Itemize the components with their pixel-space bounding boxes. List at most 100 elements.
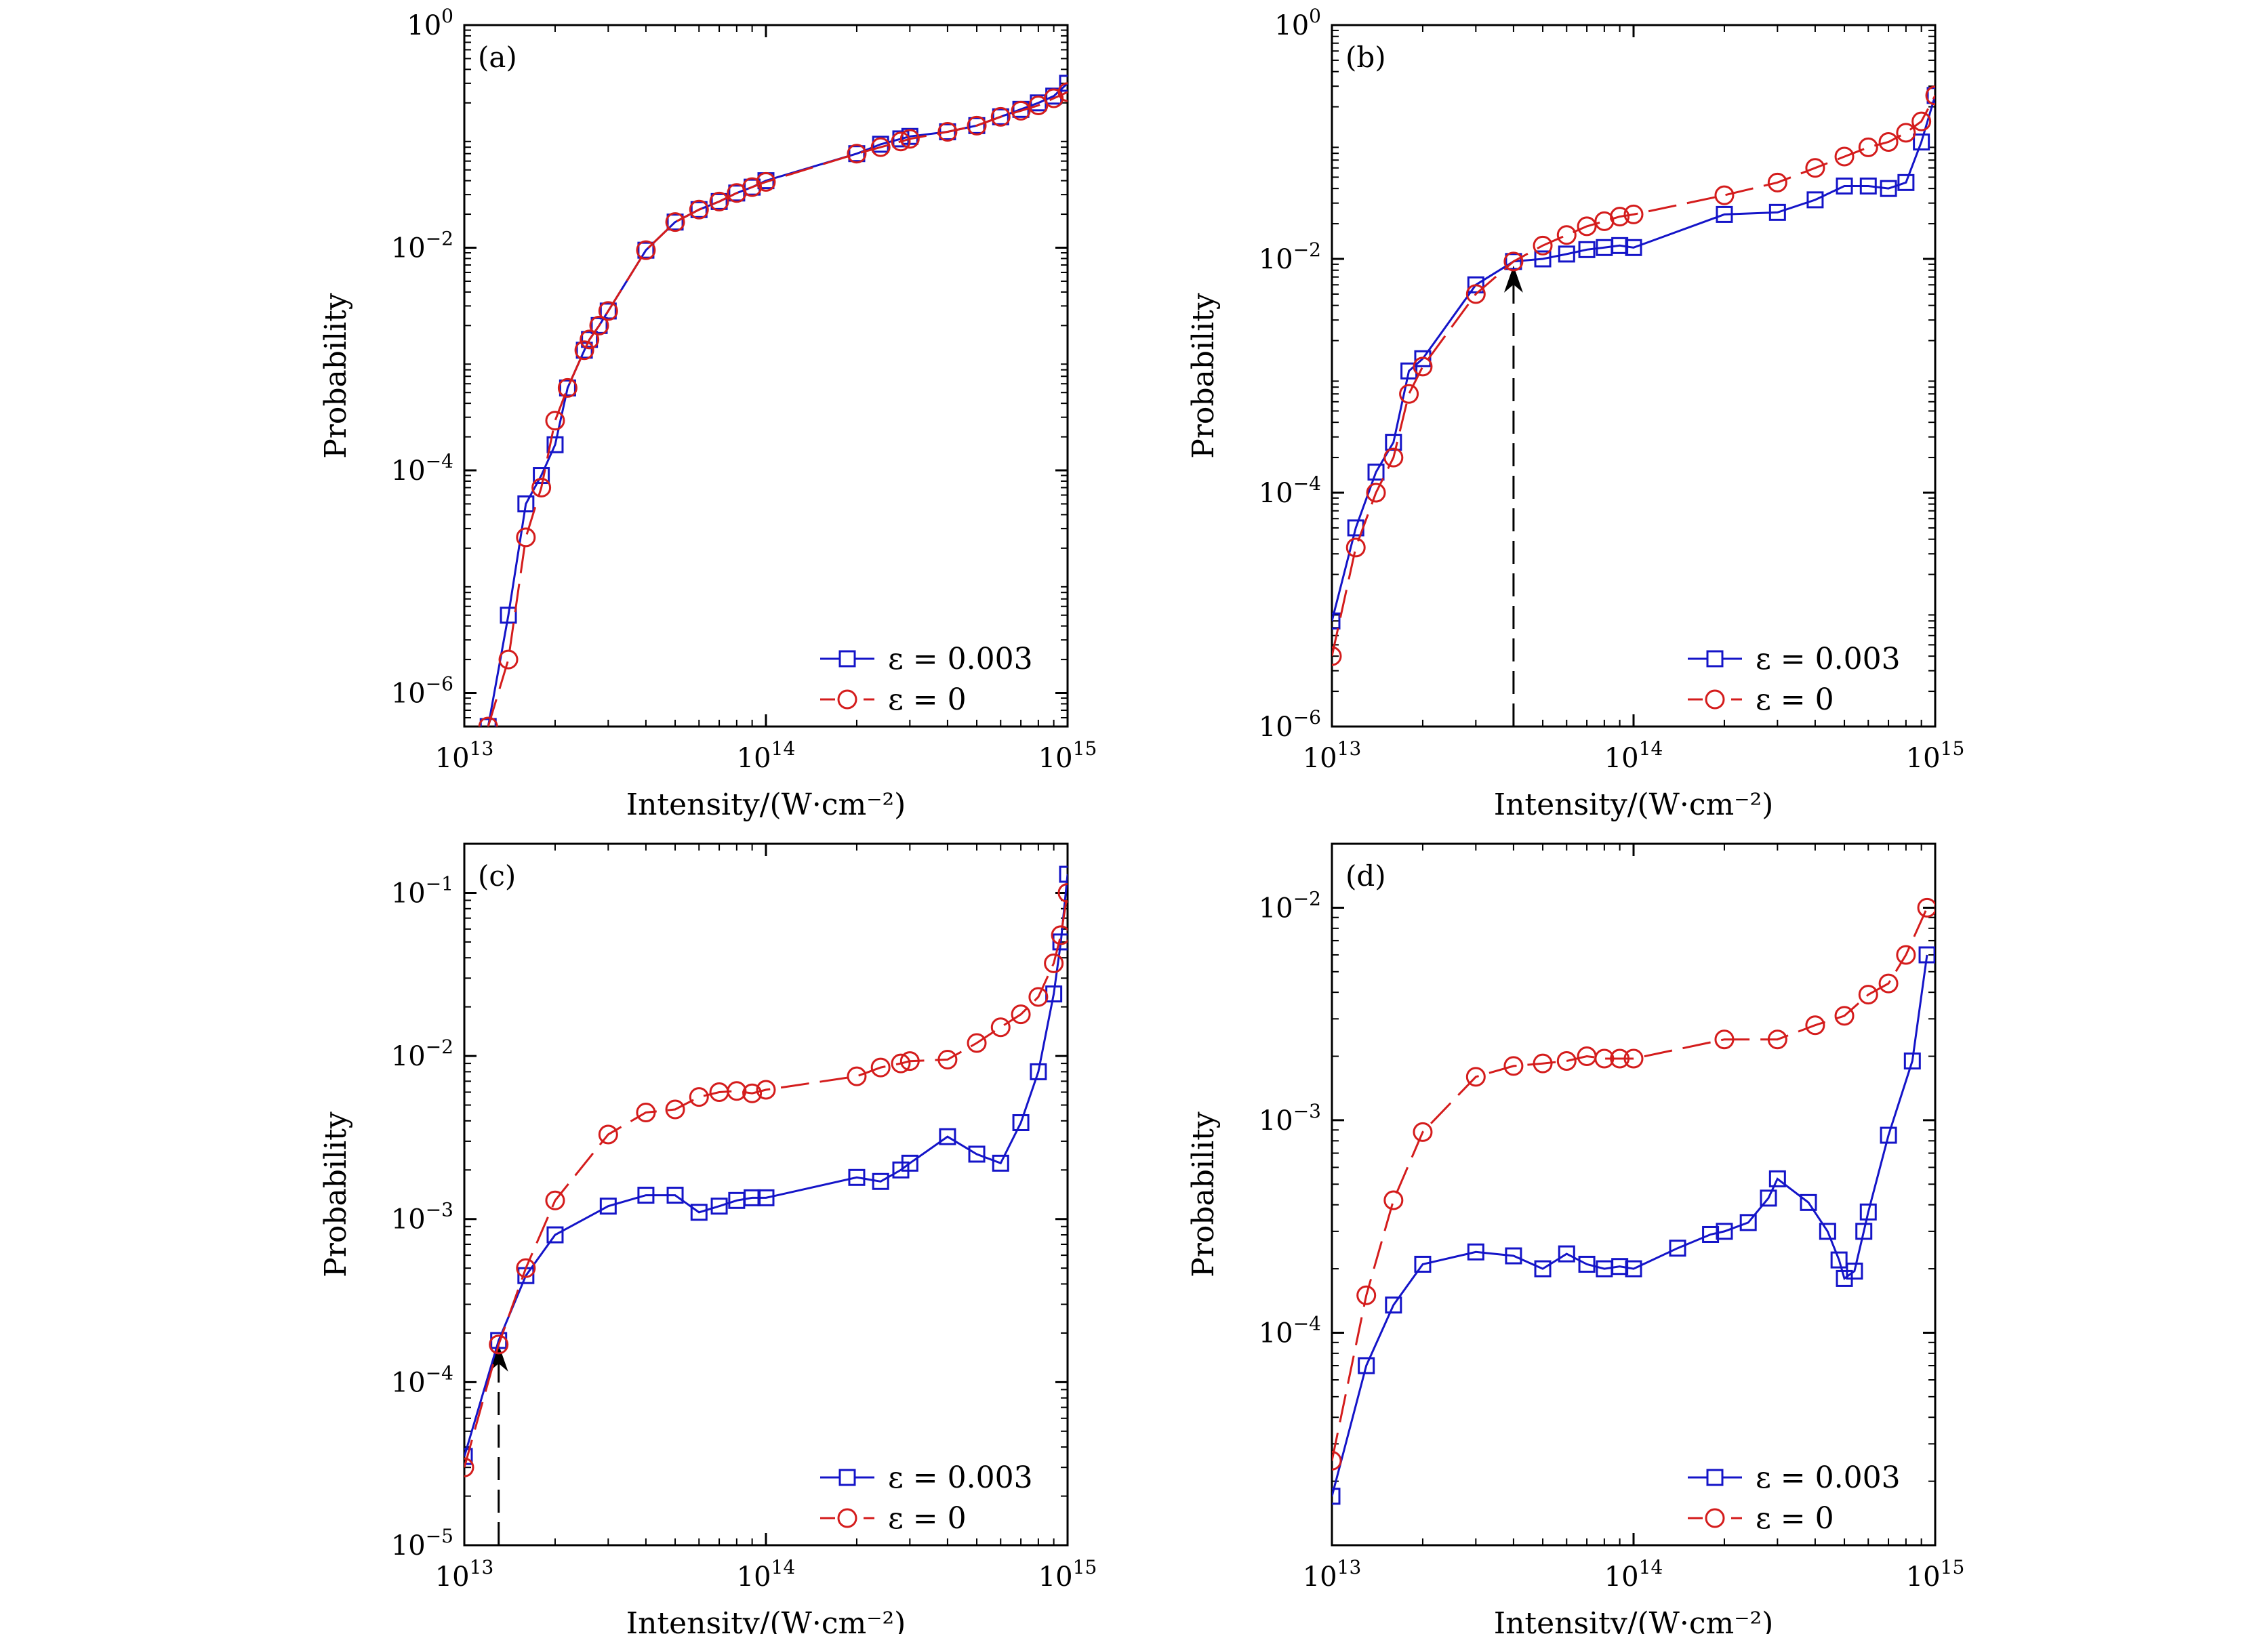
- y-tick-base: 10: [391, 1367, 426, 1398]
- data-point-circle: [1383, 447, 1404, 468]
- x-tick-base: 10: [737, 743, 771, 774]
- data-point-circle: [1623, 204, 1644, 224]
- data-point-circle: [1011, 100, 1031, 121]
- y-tick-exponent: −4: [426, 450, 453, 472]
- data-point-square: [1716, 205, 1733, 223]
- data-point-square: [1052, 933, 1068, 951]
- y-tick-label: 10−6: [1259, 706, 1321, 743]
- data-point-square: [599, 1198, 617, 1215]
- x-tick-base: 10: [1604, 1561, 1639, 1593]
- data-point-square: [500, 607, 517, 624]
- x-tick-exponent: 15: [1073, 737, 1097, 760]
- y-tick-base: 10: [391, 1204, 426, 1235]
- data-point-square: [992, 108, 1009, 125]
- data-point-circle: [1577, 216, 1597, 237]
- x-tick-label: 1015: [1038, 737, 1097, 774]
- data-point-circle: [1503, 251, 1524, 272]
- data-point-square: [1611, 237, 1629, 254]
- legend-label: ε = 0: [888, 1501, 967, 1536]
- legend-marker-square: [838, 650, 856, 668]
- data-point-square: [939, 123, 956, 140]
- data-point-circle: [1911, 111, 1932, 131]
- data-point-circle: [1896, 123, 1916, 143]
- y-tick-base: 10: [1259, 244, 1293, 275]
- plot-frame: [463, 842, 1069, 1547]
- data-point-square: [1332, 612, 1341, 630]
- data-point-circle: [899, 129, 920, 149]
- data-point-square: [637, 1187, 655, 1204]
- data-point-circle: [1051, 925, 1068, 945]
- data-point-square: [1897, 173, 1915, 191]
- data-point-square: [848, 145, 866, 163]
- data-point-circle: [489, 1334, 509, 1355]
- y-axis-label: Probability: [319, 293, 353, 459]
- x-tick-base: 10: [1038, 743, 1073, 774]
- y-tick-base: 10: [1274, 10, 1309, 41]
- legend-marker-circle: [837, 1508, 857, 1528]
- y-tick-base: 10: [391, 678, 426, 710]
- x-tick-exponent: 13: [470, 737, 494, 760]
- y-axis-label: Probability: [319, 1111, 353, 1278]
- x-tick-exponent: 14: [1639, 1556, 1663, 1578]
- y-tick-base: 10: [391, 1041, 426, 1072]
- data-point-circle: [1714, 1029, 1735, 1050]
- data-point-square: [968, 1145, 986, 1163]
- data-point-circle: [1044, 953, 1064, 973]
- data-point-circle: [636, 240, 656, 260]
- y-tick-label: 10−4: [391, 450, 453, 487]
- data-point-square: [1859, 1203, 1877, 1221]
- data-point-circle: [742, 177, 763, 197]
- data-point-circle: [478, 716, 498, 727]
- x-tick-label: 1015: [1906, 1556, 1965, 1593]
- data-point-square: [546, 436, 564, 453]
- data-point-square: [1625, 239, 1642, 256]
- x-tick-label: 1014: [1604, 1556, 1663, 1593]
- x-tick-base: 10: [1303, 743, 1337, 774]
- data-point-circle: [1011, 1004, 1031, 1025]
- data-point-circle: [1465, 284, 1486, 304]
- panel-c: 1013 1014 101510−510−410−310−210−1Intensit…: [319, 842, 1097, 1634]
- data-point-circle: [598, 1124, 618, 1145]
- x-tick-label: 1013: [1303, 1556, 1362, 1593]
- data-point-square: [1558, 245, 1575, 263]
- data-point-square: [666, 1187, 684, 1204]
- data-point-circle: [937, 121, 958, 142]
- data-point-square: [1578, 241, 1596, 258]
- data-point-square: [1332, 1488, 1341, 1505]
- data-point-circle: [580, 329, 600, 350]
- data-point-square: [1578, 1255, 1596, 1273]
- series-line-circle: [464, 893, 1068, 1468]
- series-line-circle: [487, 91, 1068, 727]
- data-point-square: [1702, 1225, 1720, 1243]
- panel-label: (a): [478, 41, 517, 74]
- data-point-square: [1880, 180, 1897, 197]
- y-tick-label: 10−3: [391, 1199, 453, 1235]
- x-tick-label: 1015: [1906, 737, 1965, 774]
- data-point-circle: [598, 301, 618, 321]
- data-point-circle: [742, 1083, 763, 1103]
- data-point-circle: [689, 199, 709, 220]
- data-point-square: [710, 1198, 728, 1215]
- y-tick-label: 100: [407, 5, 453, 41]
- data-point-square: [848, 1168, 866, 1186]
- y-tick-exponent: −2: [1293, 887, 1321, 910]
- plot-area: [1332, 897, 1935, 1505]
- data-point-square: [1030, 1063, 1047, 1080]
- y-tick-base: 10: [391, 878, 426, 909]
- data-point-circle: [899, 1051, 920, 1071]
- data-point-square: [1855, 1223, 1873, 1240]
- legend-label: ε = 0: [1756, 682, 1834, 717]
- x-tick-label: 1014: [737, 737, 796, 774]
- plot-area: [1332, 85, 1935, 727]
- data-point-square: [1505, 1247, 1522, 1265]
- data-point-circle: [870, 1057, 891, 1078]
- data-point-square: [1836, 177, 1853, 195]
- data-point-square: [1768, 203, 1786, 221]
- data-point-square: [744, 1189, 761, 1206]
- data-point-circle: [1858, 985, 1878, 1005]
- legend-marker-circle: [1705, 1508, 1725, 1528]
- y-tick-exponent: −2: [426, 1036, 453, 1058]
- data-point-square: [1414, 350, 1432, 367]
- data-point-square: [1830, 1251, 1848, 1269]
- data-point-circle: [531, 477, 552, 497]
